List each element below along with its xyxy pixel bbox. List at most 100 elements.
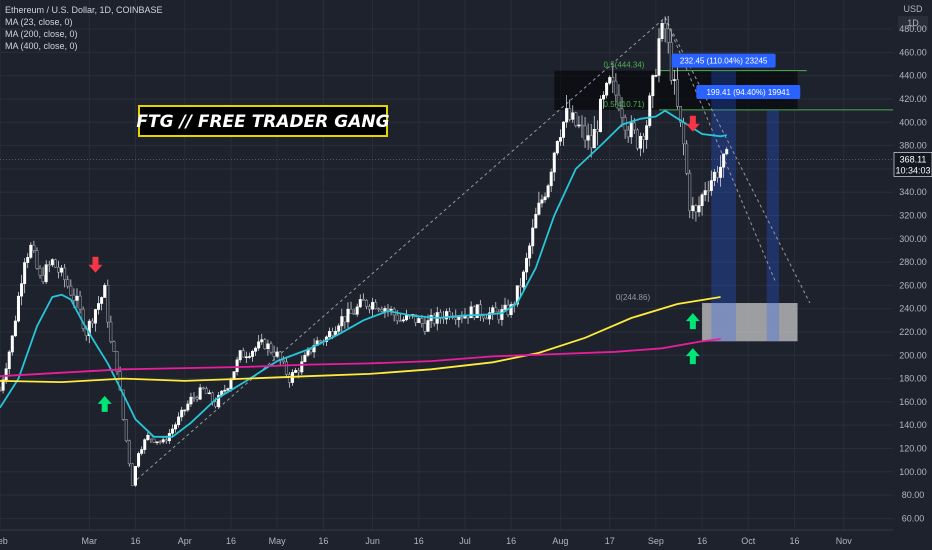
time-tick-label: Mar bbox=[82, 536, 98, 546]
candle-body bbox=[331, 331, 335, 336]
candle-body bbox=[158, 441, 162, 444]
time-tick-label: Feb bbox=[0, 536, 8, 546]
candle-body bbox=[177, 416, 181, 425]
candle-body bbox=[112, 341, 116, 352]
candle-body bbox=[660, 23, 664, 39]
price-tick-label: 140.00 bbox=[899, 420, 927, 430]
price-tick-label: 240.00 bbox=[899, 304, 927, 314]
price-tick-label: 380.00 bbox=[899, 141, 927, 151]
candle-body bbox=[697, 205, 701, 213]
current-price-tag: 368.11 10:34:03 bbox=[893, 152, 932, 177]
candle-body bbox=[137, 453, 141, 467]
fib-label: 0.5(444.34) bbox=[604, 61, 645, 70]
candle-body bbox=[170, 428, 174, 434]
candle-body bbox=[4, 368, 8, 381]
candle-body bbox=[180, 409, 184, 418]
price-tick-label: 420.00 bbox=[899, 94, 927, 104]
candle-body bbox=[109, 321, 113, 342]
time-axis[interactable] bbox=[0, 529, 932, 550]
candle-body bbox=[100, 297, 104, 304]
candle-body bbox=[503, 304, 507, 310]
candle-body bbox=[531, 227, 535, 247]
measure-column-2 bbox=[766, 109, 780, 342]
candle-body bbox=[389, 308, 393, 311]
candle-body bbox=[294, 370, 298, 373]
time-tick-label: 16 bbox=[226, 536, 236, 546]
price-tick-label: 160.00 bbox=[899, 397, 927, 407]
candle-body bbox=[534, 214, 538, 229]
candle-body bbox=[368, 306, 372, 310]
candle-body bbox=[546, 185, 550, 198]
candle-body bbox=[611, 77, 615, 82]
price-tick-label: 120.00 bbox=[899, 443, 927, 453]
candle-body bbox=[475, 304, 479, 318]
candle-body bbox=[565, 108, 569, 123]
price-tick-label: 280.00 bbox=[899, 257, 927, 267]
candle-body bbox=[229, 379, 233, 389]
sell-arrow-mar bbox=[88, 256, 103, 273]
candle-body bbox=[340, 316, 344, 327]
candle-body bbox=[124, 419, 128, 442]
candle-body bbox=[130, 463, 134, 486]
price-tick-label: 340.00 bbox=[899, 187, 927, 197]
candle-body bbox=[454, 317, 458, 320]
candle-body bbox=[217, 395, 221, 407]
price-axis[interactable]: USD 1D bbox=[893, 0, 932, 530]
candle-body bbox=[226, 388, 230, 391]
candle-body bbox=[269, 343, 273, 353]
timeframe-chip-label: 1D bbox=[907, 18, 919, 28]
candle-body bbox=[1, 379, 5, 391]
candle-body bbox=[254, 347, 258, 352]
banner-text: FTG // FREE TRADER GANG bbox=[136, 112, 389, 132]
candle-body bbox=[571, 112, 575, 120]
candle-body bbox=[309, 349, 313, 353]
candle-body bbox=[133, 466, 137, 486]
candle-body bbox=[488, 312, 492, 320]
candle-body bbox=[521, 271, 525, 288]
candle-body bbox=[16, 295, 20, 322]
candle-body bbox=[275, 351, 279, 357]
candle-body bbox=[552, 152, 556, 173]
candle-body bbox=[235, 359, 239, 372]
candle-body bbox=[586, 135, 590, 141]
candle-body bbox=[691, 205, 695, 212]
candle-body bbox=[414, 314, 418, 323]
candle-body bbox=[90, 320, 94, 324]
candle-body bbox=[383, 308, 387, 312]
candle-body bbox=[592, 128, 596, 149]
candle-body bbox=[287, 374, 291, 383]
candle-body bbox=[152, 438, 156, 443]
candle-body bbox=[266, 343, 270, 349]
candle-body bbox=[679, 106, 683, 123]
candle-body bbox=[223, 389, 227, 392]
candle-body bbox=[629, 122, 633, 138]
candle-body bbox=[651, 75, 655, 97]
time-tick-label: Aug bbox=[552, 536, 568, 546]
candle-body bbox=[29, 244, 33, 258]
candle-body bbox=[251, 351, 255, 357]
candle-body bbox=[50, 259, 54, 266]
candle-body bbox=[568, 108, 572, 120]
candle-body bbox=[300, 361, 304, 373]
price-tick-label: 100.00 bbox=[899, 467, 927, 477]
candle-body bbox=[675, 79, 679, 107]
candle-body bbox=[20, 283, 24, 297]
candle-body bbox=[703, 190, 707, 196]
candle-body bbox=[380, 309, 384, 312]
candle-body bbox=[608, 77, 612, 84]
trend-line-down-1 bbox=[664, 17, 811, 304]
candle-body bbox=[204, 388, 208, 394]
annotation-labels: 0.5(444.34) 0.5(410.71) 0(244.86) 232.45 (1… bbox=[604, 53, 801, 302]
candle-body bbox=[355, 306, 359, 315]
price-tick-label: 220.00 bbox=[899, 327, 927, 337]
candle-body bbox=[263, 339, 267, 349]
timeframe-chip[interactable] bbox=[898, 16, 928, 30]
candle-body bbox=[700, 194, 704, 206]
candle-body bbox=[23, 262, 27, 284]
measure-column-1 bbox=[711, 70, 736, 342]
candle-body bbox=[632, 122, 636, 131]
candle-body bbox=[121, 389, 125, 420]
candle-body bbox=[192, 396, 196, 399]
